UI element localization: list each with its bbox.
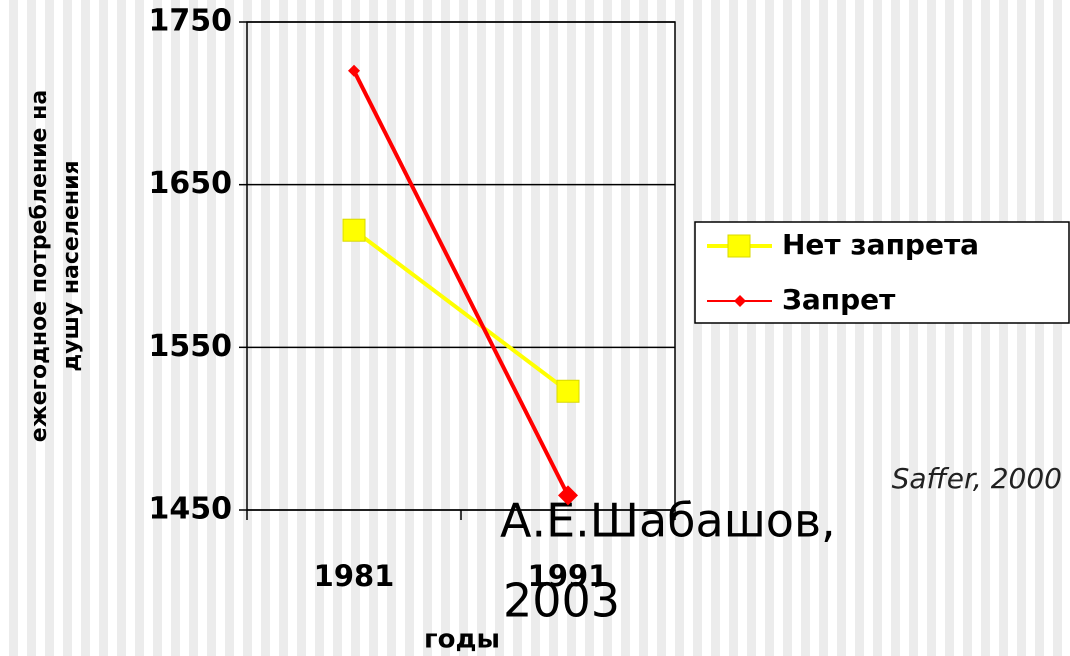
y-axis-label-line: душу населения: [59, 160, 84, 371]
legend-box: [694, 221, 1070, 324]
marker: [348, 64, 360, 77]
series-line: [352, 69, 570, 497]
y-axis-label: ежегодное потребление на душу населения: [27, 90, 84, 442]
annotation: Saffer, 2000: [892, 462, 1062, 495]
marker: [558, 485, 578, 506]
x-tick-label: 1991: [528, 559, 609, 593]
marker: [342, 218, 366, 242]
y-tick-label: 1550: [149, 329, 233, 364]
y-tick-label: 1450: [149, 492, 233, 527]
legend-marker: [727, 234, 751, 258]
plot-area: [246, 21, 676, 511]
x-tick-label: 1981: [314, 559, 395, 593]
annotation: А.Е.Шабашов,: [500, 494, 836, 548]
annotation: 2003: [503, 574, 620, 628]
y-axis-label-line: ежегодное потребление на: [27, 90, 52, 442]
y-tick-label: 1650: [149, 166, 233, 201]
series-line: [352, 228, 570, 393]
marker: [556, 379, 580, 403]
x-axis-label: годы: [424, 625, 500, 655]
legend-marker: [734, 295, 746, 307]
y-tick-label: 1750: [149, 4, 233, 39]
legend-label: Запрет: [782, 283, 896, 316]
legend-label: Нет запрета: [782, 228, 979, 261]
